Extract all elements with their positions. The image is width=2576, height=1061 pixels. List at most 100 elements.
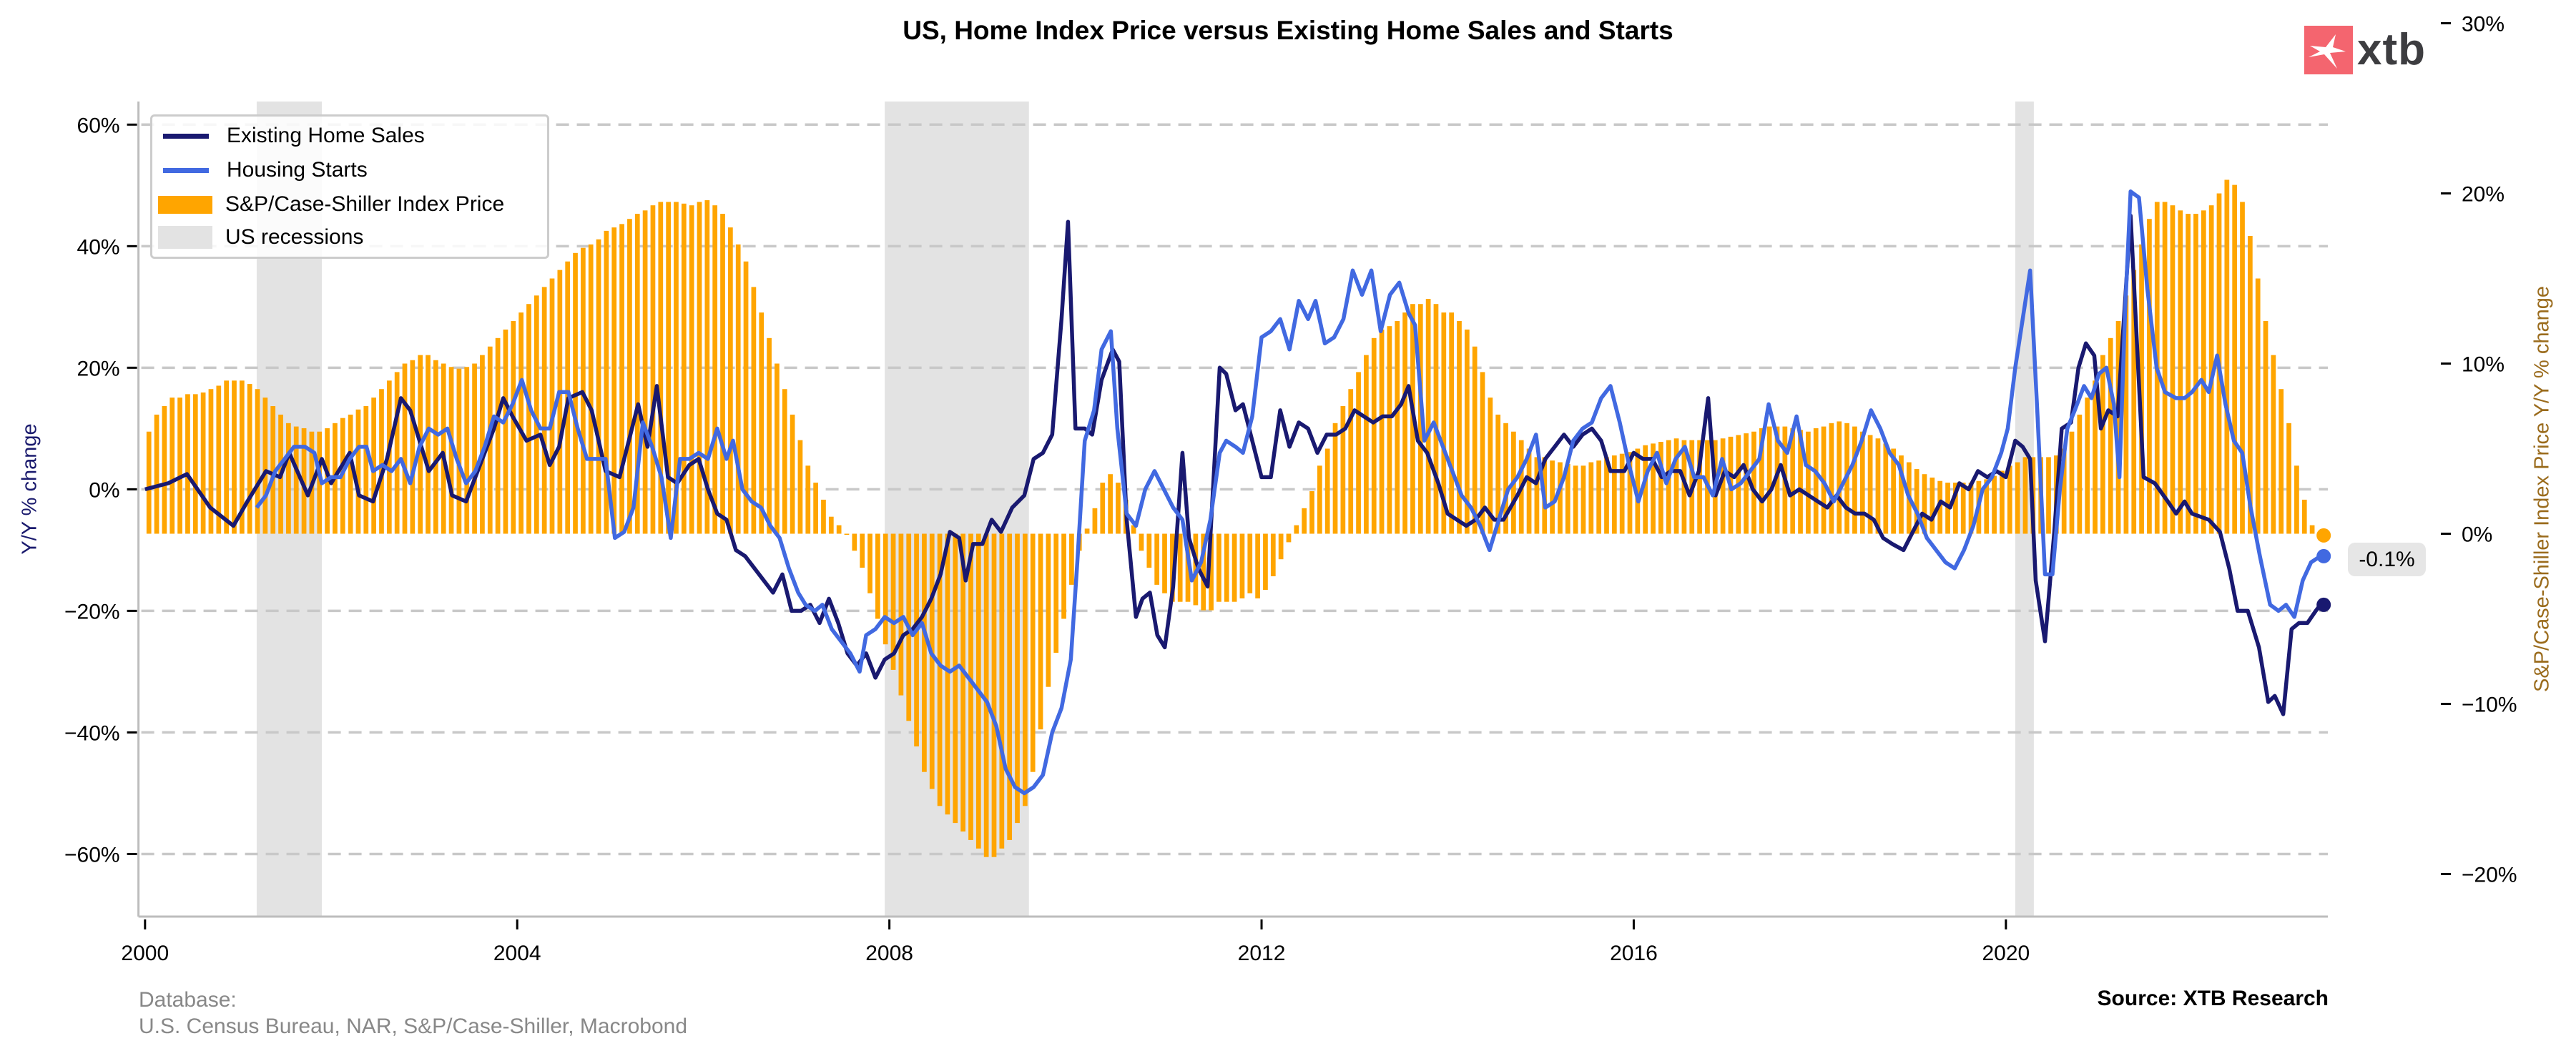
legend-swatch-us-recessions	[158, 226, 212, 249]
legend-label: Existing Home Sales	[227, 124, 425, 147]
case-shiller-bar	[2162, 202, 2168, 534]
case-shiller-bar	[2131, 270, 2137, 534]
y-tick-label-left: −60%	[64, 843, 120, 867]
legend-label: US recessions	[225, 225, 364, 249]
xtb-logo-text: xtb	[2357, 25, 2426, 74]
case-shiller-bar	[1146, 533, 1152, 568]
case-shiller-bar	[426, 355, 431, 534]
case-shiller-bar	[495, 337, 501, 534]
legend-item-housing-starts: Housing Starts	[159, 155, 368, 185]
x-tick-label: 2016	[1610, 942, 1658, 965]
case-shiller-bar	[2077, 414, 2083, 534]
case-shiller-bar	[1131, 525, 1136, 534]
case-shiller-bar	[169, 398, 175, 534]
case-shiller-bar	[1379, 329, 1385, 534]
case-shiller-bar	[782, 389, 787, 534]
legend-swatch-housing-starts	[163, 167, 209, 173]
case-shiller-bar	[2240, 202, 2245, 534]
case-shiller-bar	[983, 533, 989, 857]
case-shiller-bar	[922, 533, 927, 772]
case-shiller-bar	[1387, 326, 1392, 534]
case-shiller-bar	[1550, 460, 1555, 534]
case-shiller-bar	[642, 210, 648, 534]
case-shiller-bar	[1015, 533, 1020, 824]
case-shiller-bar	[1302, 508, 1307, 534]
case-shiller-bar	[1433, 304, 1439, 534]
case-shiller-bar	[224, 380, 230, 534]
y-tick-label-right: −20%	[2462, 864, 2517, 887]
case-shiller-bar	[1201, 533, 1206, 611]
case-shiller-bar	[1883, 443, 1889, 534]
case-shiller-bar	[1317, 465, 1322, 534]
case-shiller-bar	[2022, 457, 2028, 534]
case-shiller-bar	[960, 533, 965, 832]
case-shiller-bar	[1867, 435, 1873, 534]
series-lines	[144, 189, 2331, 796]
case-shiller-bar	[410, 360, 416, 534]
case-shiller-bar	[2139, 244, 2144, 534]
case-shiller-bar	[1139, 533, 1144, 551]
case-shiller-bar	[1960, 483, 1966, 534]
case-shiller-bar	[216, 385, 222, 534]
case-shiller-bar	[1162, 533, 1167, 593]
case-shiller-bar	[2085, 398, 2090, 534]
xtb-logo: xtb	[2304, 26, 2426, 74]
case-shiller-bar	[1875, 438, 1881, 534]
case-shiller-bar	[270, 406, 276, 534]
case-shiller-bar	[1022, 533, 1028, 806]
case-shiller-bar	[1224, 533, 1229, 602]
case-shiller-bar	[929, 533, 935, 789]
case-shiller-bar	[953, 533, 958, 824]
case-shiller-bar	[2186, 214, 2191, 534]
case-shiller-bar	[1914, 469, 1919, 534]
case-shiller-bar	[2100, 355, 2105, 534]
case-shiller-bar	[1488, 398, 1493, 534]
case-shiller-bar	[162, 406, 167, 534]
legend-item-us-recessions: US recessions	[158, 222, 364, 252]
case-shiller-bar	[828, 516, 834, 534]
case-shiller-bar	[619, 224, 624, 534]
case-shiller-bar	[1209, 533, 1214, 611]
case-shiller-bar	[1084, 528, 1090, 534]
case-shiller-bar	[2232, 184, 2238, 534]
x-tick-label: 2020	[1982, 942, 2030, 965]
case-shiller-bar	[448, 367, 454, 534]
case-shiller-bar	[511, 321, 516, 534]
case-shiller-bar	[1573, 465, 1578, 534]
case-shiller-bar	[1558, 462, 1563, 534]
case-shiller-bar	[2115, 321, 2121, 534]
y-tick-label-left: −20%	[64, 600, 120, 623]
case-shiller-bar	[627, 219, 632, 534]
case-shiller-bar	[394, 372, 400, 534]
case-shiller-bar	[185, 394, 190, 534]
case-shiller-bar	[720, 214, 725, 534]
case-shiller-bar	[852, 533, 857, 551]
case-shiller-bar	[1053, 533, 1059, 653]
case-shiller-bar	[2271, 355, 2276, 534]
case-shiller-bar	[2015, 462, 2020, 534]
case-shiller-bar	[456, 368, 462, 534]
case-shiller-bar	[1852, 426, 1857, 534]
case-shiller-bar	[1526, 448, 1532, 534]
case-shiller-bar	[239, 380, 245, 534]
case-shiller-bar	[1992, 475, 1997, 534]
case-shiller-bar	[472, 363, 477, 534]
end-marker-case-shiller	[2316, 528, 2331, 543]
case-shiller-bar	[1565, 463, 1570, 534]
legend: Existing Home Sales Housing Starts S&P/C…	[150, 114, 549, 259]
case-shiller-bar	[1596, 460, 1602, 534]
case-shiller-bar	[658, 202, 664, 534]
case-shiller-bar	[549, 278, 555, 534]
case-shiller-bar	[867, 533, 872, 593]
case-shiller-bar	[1425, 299, 1431, 534]
case-shiller-bar	[759, 312, 765, 534]
source-credit: Source: XTB Research	[2097, 987, 2329, 1010]
case-shiller-bar	[712, 205, 718, 534]
case-shiller-bar	[2263, 321, 2268, 534]
case-shiller-bar	[1294, 525, 1299, 534]
case-shiller-bar	[674, 202, 679, 534]
case-shiller-bar	[1813, 428, 1819, 534]
case-shiller-bar	[1038, 533, 1043, 730]
case-shiller-bar	[1534, 457, 1540, 534]
